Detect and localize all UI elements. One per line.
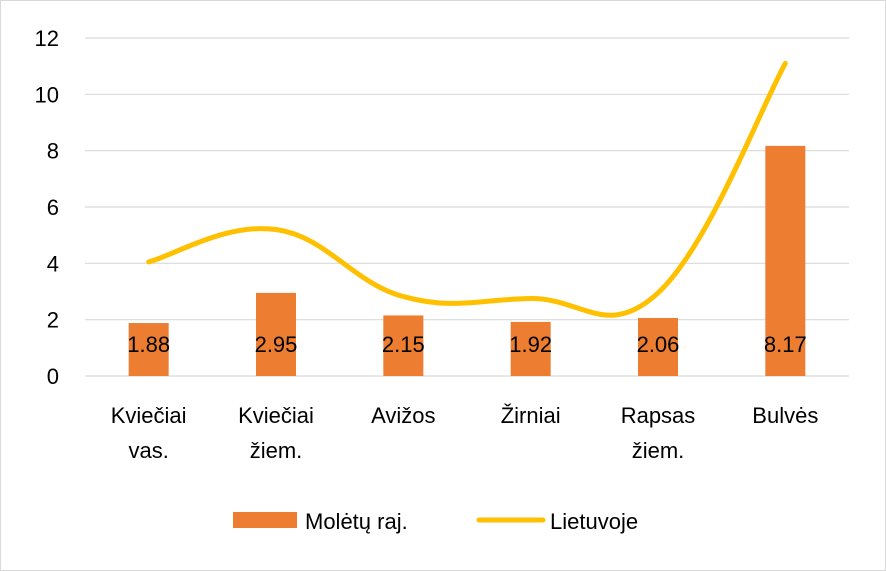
- x-category-label: Žirniai: [501, 403, 561, 428]
- x-category-label: Rapsas: [621, 403, 696, 428]
- x-category-label: žiem.: [250, 438, 303, 463]
- data-label: 1.88: [127, 332, 170, 357]
- data-label: 2.95: [255, 332, 298, 357]
- legend-swatch-bar: [233, 512, 297, 528]
- x-category-label: vas.: [128, 438, 168, 463]
- data-label: 2.06: [637, 332, 680, 357]
- bar: [256, 292, 296, 376]
- bar: [383, 315, 424, 376]
- bar-series: [128, 145, 806, 376]
- x-category-label: Avižos: [371, 403, 435, 428]
- data-labels: 1.88 2.95 2.15 1.92 2.06 8.17: [127, 332, 806, 357]
- legend-label-line: Lietuvoje: [550, 509, 638, 534]
- line-series: [146, 60, 788, 318]
- y-tick-label: 12: [35, 26, 59, 51]
- bar: [510, 321, 551, 376]
- y-tick-label: 4: [47, 251, 59, 276]
- bar: [765, 145, 806, 376]
- bar: [638, 317, 678, 376]
- legend-label-bar: Molėtų raj.: [305, 509, 408, 534]
- y-tick-label: 10: [35, 82, 59, 107]
- y-axis-ticks: 0 2 4 6 8 10 12: [35, 26, 59, 389]
- data-label: 8.17: [764, 332, 807, 357]
- y-tick-label: 2: [47, 308, 59, 333]
- y-tick-label: 6: [47, 195, 59, 220]
- x-category-label: žiem.: [632, 438, 685, 463]
- x-category-label: Kviečiai: [111, 403, 187, 428]
- gridlines: [85, 37, 849, 377]
- x-category-label: Bulvės: [752, 403, 818, 428]
- data-label: 1.92: [509, 332, 552, 357]
- x-axis-categories: Kviečiai vas. Kviečiai žiem. Avižos Žirniai Ra…: [111, 403, 819, 463]
- bar: [128, 323, 169, 376]
- series-line-lietuvoje: [146, 60, 788, 318]
- y-tick-label: 8: [47, 139, 59, 164]
- x-category-label: Kviečiai: [238, 403, 314, 428]
- legend: Molėtų raj. Lietuvoje: [233, 509, 638, 534]
- y-tick-label: 0: [47, 364, 59, 389]
- data-label: 2.15: [382, 332, 425, 357]
